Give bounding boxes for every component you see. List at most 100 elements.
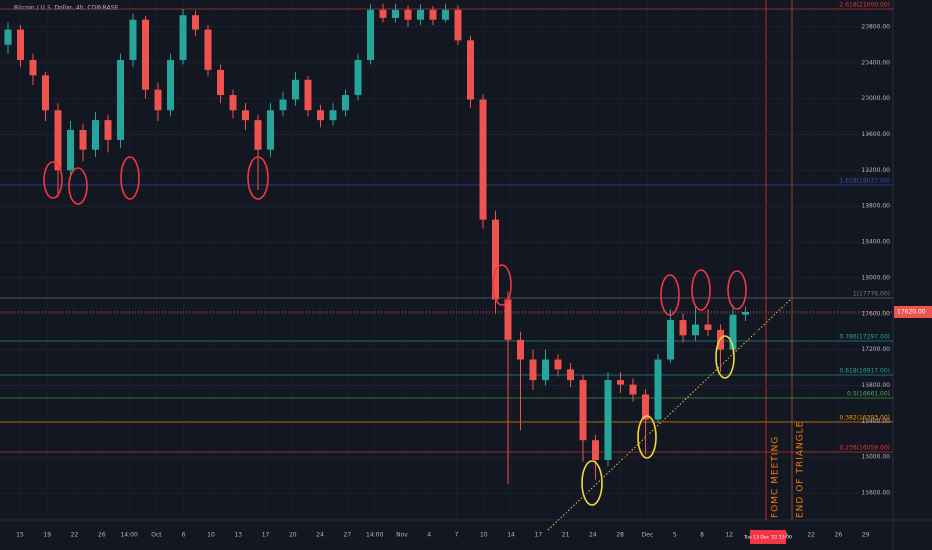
x-tick-label: 24 xyxy=(589,532,597,539)
candle-body xyxy=(117,60,124,140)
x-tick-label: 14 xyxy=(507,532,515,539)
x-tick-label: 6 xyxy=(182,532,186,539)
y-tick-label: 16000.00 xyxy=(861,454,890,461)
candle-body xyxy=(267,110,274,150)
last-price-box xyxy=(894,306,932,318)
x-tick-label: 5 xyxy=(673,532,677,539)
candle-body xyxy=(304,79,312,111)
candle-body xyxy=(417,9,424,20)
candle-body xyxy=(692,324,699,336)
circle xyxy=(581,460,603,506)
fib-label: 1(17776.00) xyxy=(853,291,890,298)
x-tick-label: 22 xyxy=(807,532,815,539)
fib-label: 2.618(21000.00) xyxy=(840,1,891,8)
y-tick-label: 16400.00 xyxy=(861,418,890,425)
circle xyxy=(120,156,140,200)
circle xyxy=(637,415,657,459)
last-price-label: 17620.00 xyxy=(897,309,926,316)
x-tick-label: 26 xyxy=(98,532,106,539)
circle xyxy=(727,270,747,310)
candle-body xyxy=(192,15,199,30)
fib-label: 1.618(19037.00) xyxy=(840,177,891,184)
y-tick-label: 19600.00 xyxy=(861,131,890,138)
chart-title: Bitcoin / U.S. Dollar, 4h, COINBASE xyxy=(14,5,119,12)
candle-body xyxy=(517,339,524,360)
candle-body xyxy=(379,9,387,18)
circle xyxy=(660,274,680,316)
fib-label: 0.618(16917.00) xyxy=(840,368,891,375)
candle-body xyxy=(454,9,462,41)
candle-body xyxy=(392,9,399,18)
x-tick-label: 26 xyxy=(835,532,843,539)
candle-body xyxy=(542,359,549,381)
x-tick-label: 10 xyxy=(480,532,488,539)
candle-body xyxy=(317,110,324,121)
candle-body xyxy=(329,110,337,121)
y-tick-label: 20800.00 xyxy=(861,23,890,30)
annotation: FOMC MEETING xyxy=(771,436,781,518)
y-tick-label: 17200.00 xyxy=(861,346,890,353)
candle-body xyxy=(604,380,612,460)
x-tick-label: Nov xyxy=(396,532,408,539)
fib-label: 0.382(16393.00) xyxy=(840,415,891,422)
candle-body xyxy=(729,314,737,350)
marks: 15600.00 16000.00 16400.00 16800.00 17200.00… xyxy=(0,0,893,539)
y-tick-label: 20000.00 xyxy=(861,95,890,102)
candle-body xyxy=(442,9,449,20)
x-tick-label: 24 xyxy=(316,532,324,539)
candle-body xyxy=(479,99,487,220)
candle-body xyxy=(104,120,112,140)
y-tick-label: 17600.00 xyxy=(861,310,890,317)
resistance-circles xyxy=(43,156,747,316)
x-tick-label: 19 xyxy=(43,532,51,539)
circle xyxy=(68,167,88,205)
candle-body xyxy=(42,75,49,111)
x-tick-label: 12 xyxy=(725,532,733,539)
candle-body xyxy=(4,29,12,45)
candle-body xyxy=(179,15,187,61)
candle-body xyxy=(79,130,87,150)
candle-body xyxy=(429,9,437,20)
candle-body xyxy=(567,369,574,381)
candle-body xyxy=(167,60,174,111)
circle xyxy=(691,269,711,311)
candle-body xyxy=(667,320,674,360)
fib-label: 0.786(17297.00) xyxy=(840,333,891,340)
candle-body xyxy=(742,312,749,315)
circle xyxy=(247,156,269,200)
candle-body xyxy=(504,299,512,340)
circle xyxy=(715,335,735,379)
cursor-label: Tue 13 Dec '22 13:00 xyxy=(743,535,792,541)
fib-label: 0.236(16059.00) xyxy=(840,444,891,451)
x-tick-label: 13 xyxy=(234,532,242,539)
candle-body xyxy=(229,95,237,111)
x-tick-label: Dec xyxy=(642,532,654,539)
candle-body xyxy=(292,79,299,100)
fib-label: 0.5(16661.00) xyxy=(847,390,890,397)
x-tick-label: 22 xyxy=(71,532,79,539)
candle-body xyxy=(54,110,62,171)
candle-body xyxy=(92,120,99,150)
candle-body xyxy=(679,320,687,336)
x-tick-label: 20 xyxy=(289,532,297,539)
candle-body xyxy=(354,60,362,96)
candle-body xyxy=(279,99,287,111)
candle-body xyxy=(554,359,562,370)
x-tick-label: 15 xyxy=(16,532,24,539)
x-tick-label: 17 xyxy=(262,532,270,539)
candle-body xyxy=(629,384,637,395)
cursor-box xyxy=(750,530,786,544)
x-tick-label: 17 xyxy=(535,532,543,539)
candle-body xyxy=(704,324,712,330)
x-tick-label: 8 xyxy=(700,532,704,539)
x-tick-label: 29 xyxy=(862,532,870,539)
x-tick-label: 21 xyxy=(562,532,570,539)
y-tick-label: 18800.00 xyxy=(861,203,890,210)
y-tick-label: 16800.00 xyxy=(861,382,890,389)
x-tick-label: 28 xyxy=(616,532,624,539)
x-tick-label: 4 xyxy=(427,532,431,539)
x-tick-label: 14:00 xyxy=(366,532,383,539)
candle-body xyxy=(342,95,349,111)
